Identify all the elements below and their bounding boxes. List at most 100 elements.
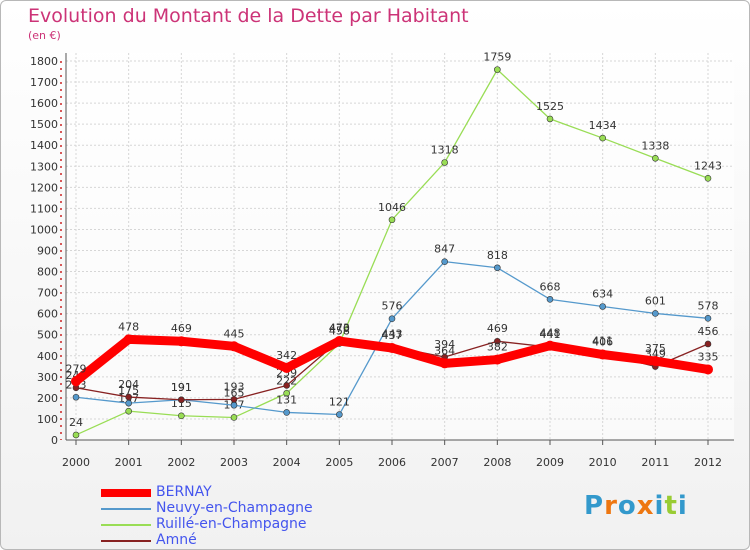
- data-point: [178, 396, 185, 404]
- y-tick-label: 1600: [30, 97, 58, 110]
- y-tick-label: 600: [37, 308, 58, 321]
- y-tick-label: 900: [37, 245, 58, 258]
- y-tick-label: 200: [37, 392, 58, 405]
- data-point: [703, 364, 713, 375]
- legend-label: Neuvy-en-Champagne: [156, 500, 313, 516]
- y-tick-label: 1300: [30, 160, 58, 173]
- data-label: 335: [698, 350, 719, 363]
- data-label: 382: [487, 341, 508, 354]
- data-label: 375: [645, 342, 666, 355]
- logo-letter: r: [604, 491, 618, 521]
- data-point: [492, 354, 503, 365]
- chart-subtitle: (en €): [28, 29, 61, 42]
- data-label: 165: [224, 386, 245, 399]
- data-label: 193: [224, 380, 245, 393]
- data-label: 469: [171, 322, 192, 335]
- data-point: [388, 216, 396, 224]
- data-label: 406: [592, 336, 613, 349]
- data-label: 1759: [483, 51, 511, 64]
- x-tick-label: 2011: [641, 456, 669, 469]
- data-label: 204: [118, 378, 139, 391]
- data-point: [494, 337, 501, 345]
- data-point: [230, 396, 238, 403]
- data-label: 847: [434, 243, 455, 256]
- data-point: [388, 315, 396, 323]
- y-tick-label: 0: [51, 434, 58, 447]
- legend-swatch: [101, 524, 151, 526]
- data-label: 1318: [431, 143, 459, 156]
- data-point: [494, 264, 501, 272]
- data-point: [704, 314, 712, 322]
- data-point: [546, 296, 554, 303]
- x-tick-label: 2003: [220, 456, 248, 469]
- data-point: [71, 376, 81, 387]
- data-label: 1243: [694, 159, 722, 172]
- data-label: 222: [276, 374, 297, 387]
- data-point: [281, 362, 292, 373]
- data-label: 818: [487, 249, 508, 262]
- data-point: [652, 154, 659, 162]
- data-label: 668: [540, 280, 561, 293]
- data-point: [545, 340, 555, 351]
- data-point: [176, 336, 187, 347]
- data-point: [336, 411, 343, 418]
- data-label: 578: [698, 299, 719, 312]
- data-label: 473: [329, 321, 350, 334]
- data-point: [230, 414, 238, 421]
- data-label: 601: [645, 294, 666, 307]
- data-point: [599, 303, 606, 310]
- logo-letter: P: [584, 491, 605, 521]
- data-point: [704, 174, 712, 182]
- data-point: [178, 412, 185, 420]
- logo-letter: t: [664, 491, 678, 521]
- x-tick-label: 2005: [325, 456, 353, 469]
- data-label: 478: [118, 320, 139, 333]
- data-label: 175: [118, 384, 139, 397]
- data-label: 469: [487, 322, 508, 335]
- legend-swatch: [101, 508, 151, 510]
- data-label: 445: [224, 327, 245, 340]
- data-point: [334, 336, 345, 347]
- data-point: [441, 258, 448, 265]
- data-point: [125, 399, 132, 407]
- x-tick-label: 2001: [115, 456, 143, 469]
- y-tick-label: 1200: [30, 181, 58, 194]
- data-label: 364: [434, 344, 455, 357]
- data-label: 1338: [641, 139, 669, 152]
- data-point: [229, 341, 239, 352]
- y-tick-label: 1100: [30, 202, 58, 215]
- y-tick-label: 1700: [30, 76, 58, 89]
- x-tick-label: 2006: [378, 456, 406, 469]
- y-tick-label: 1800: [30, 55, 58, 68]
- data-label: 443: [382, 328, 403, 341]
- x-tick-label: 2000: [62, 456, 90, 469]
- legend-swatch: [101, 540, 151, 542]
- logo-letter: i: [654, 491, 665, 521]
- chart-title: Evolution du Montant de la Dette par Hab…: [28, 5, 469, 27]
- x-tick-label: 2002: [167, 456, 195, 469]
- y-tick-label: 1500: [30, 118, 58, 131]
- data-label: 191: [171, 381, 192, 394]
- y-tick-label: 500: [37, 329, 58, 342]
- x-tick-label: 2012: [694, 456, 722, 469]
- legend-label: BERNAY: [156, 484, 212, 500]
- data-label: 121: [329, 396, 350, 409]
- data-point: [230, 401, 238, 409]
- logo-letter: i: [677, 491, 688, 521]
- data-label: 470: [329, 322, 350, 335]
- data-label: 279: [66, 362, 87, 375]
- legend-label: Amné: [156, 532, 197, 548]
- data-point: [125, 393, 132, 401]
- data-label: 456: [698, 325, 719, 338]
- data-label: 634: [592, 288, 613, 301]
- data-point: [283, 382, 290, 389]
- data-label: 24: [69, 416, 83, 429]
- y-tick-label: 700: [37, 287, 58, 300]
- y-tick-label: 100: [37, 413, 58, 426]
- data-label: 131: [276, 393, 297, 406]
- data-label: 448: [540, 327, 561, 340]
- logo-letter: x: [636, 491, 655, 521]
- data-point: [72, 431, 80, 439]
- data-label: 1525: [536, 100, 564, 113]
- data-label: 458: [329, 325, 350, 338]
